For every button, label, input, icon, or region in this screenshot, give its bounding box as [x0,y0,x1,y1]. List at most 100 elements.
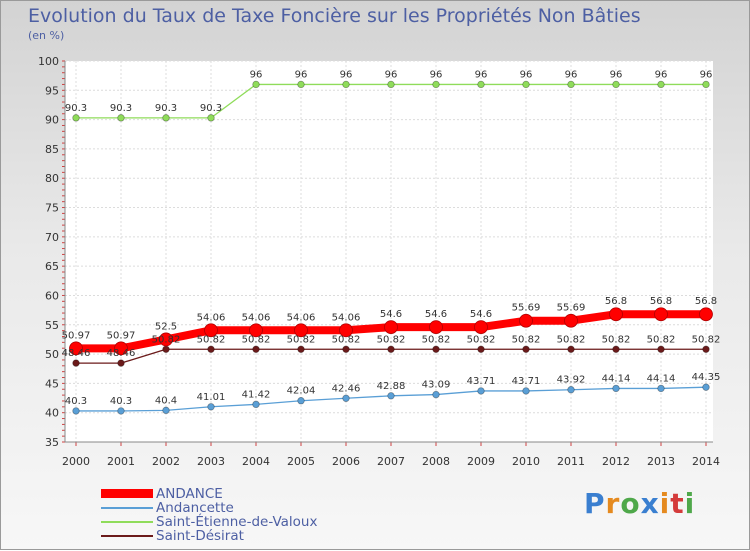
legend-label: Andancette [156,500,234,516]
data-point [252,400,260,409]
data-label: 50.82 [602,334,631,345]
data-label: 43.92 [557,375,586,386]
data-point [432,80,440,89]
data-point [339,323,353,338]
data-label: 40.4 [155,395,177,406]
data-point [657,384,665,393]
legend-label: Saint-Désirat [156,528,244,544]
data-label: 96 [520,69,533,80]
y-tick-label: 90 [45,114,59,127]
legend-swatch [101,489,153,498]
data-point [162,114,170,122]
data-point [252,80,260,89]
data-point [72,114,80,122]
data-label: 48.46 [62,348,91,359]
y-tick-label: 70 [45,231,59,244]
data-point [342,80,350,89]
data-label: 50.82 [467,334,496,345]
data-label: 41.01 [197,392,226,403]
y-tick-label: 85 [45,143,59,156]
data-label: 90.3 [155,103,177,114]
data-point [297,80,305,89]
data-label: 42.46 [332,383,361,394]
data-point [162,345,170,353]
data-label: 50.82 [557,334,586,345]
data-label: 96 [610,69,623,80]
data-point [387,80,395,89]
data-point [72,407,80,415]
y-tick-label: 95 [45,84,59,97]
logo-letter: x [640,487,660,520]
data-point [117,407,125,415]
data-point [657,345,665,353]
data-point [519,313,533,328]
data-point [702,345,710,353]
logo-letter: i [684,487,696,520]
data-point [297,345,305,353]
data-point [654,307,668,322]
data-point [702,80,710,89]
data-label: 96 [340,69,353,80]
legend-swatch [101,521,153,523]
x-tick-label: 2011 [557,455,585,468]
data-label: 48.46 [107,348,136,359]
data-point [297,397,305,405]
data-label: 96 [250,69,263,80]
x-tick-label: 2013 [647,455,675,468]
data-point [429,320,443,335]
data-label: 96 [475,69,488,80]
y-tick-label: 50 [45,348,59,361]
data-label: 54.06 [242,312,271,323]
logo-letter: r [605,487,621,520]
data-point [564,313,578,328]
data-label: 90.3 [65,103,87,114]
series-layer [69,80,713,415]
data-point [477,80,485,89]
plot-area [65,61,713,442]
data-label: 56.8 [605,296,627,307]
data-label: 44.14 [602,373,631,384]
logo-letter: i [659,487,671,520]
x-tick-label: 2014 [692,455,720,468]
data-label: 44.35 [692,372,721,383]
data-label: 56.8 [695,296,717,307]
data-label: 56.8 [650,296,672,307]
logo-letter: o [620,487,641,520]
data-label: 41.42 [242,389,271,400]
data-label: 54.6 [470,309,492,320]
y-tick-label: 75 [45,202,59,215]
data-label: 54.06 [287,312,316,323]
data-label: 50.82 [152,334,181,345]
data-point [477,345,485,353]
x-tick-label: 2003 [197,455,225,468]
data-label: 43.71 [467,376,496,387]
data-point [72,359,80,367]
y-tick-label: 55 [45,319,59,332]
data-label: 50.82 [287,334,316,345]
x-tick-label: 2009 [467,455,495,468]
data-point [432,390,440,399]
data-point [384,320,398,335]
x-tick-label: 2004 [242,455,270,468]
data-point [522,80,530,89]
x-tick-label: 2006 [332,455,360,468]
data-label: 44.14 [647,373,676,384]
y-tick-label: 80 [45,172,59,185]
data-point [69,341,83,356]
data-point [162,406,170,415]
data-label: 43.71 [512,376,541,387]
x-tick-label: 2001 [107,455,135,468]
data-label: 43.09 [422,380,451,391]
data-label: 50.97 [107,330,136,341]
data-point [657,80,665,89]
data-label: 90.3 [200,103,222,114]
x-tick-label: 2000 [62,455,90,468]
data-label: 50.82 [242,334,271,345]
x-tick-label: 2002 [152,455,180,468]
data-point [612,80,620,89]
legend-swatch [101,535,153,537]
data-point [432,345,440,353]
data-label: 96 [430,69,443,80]
data-point [567,386,575,394]
